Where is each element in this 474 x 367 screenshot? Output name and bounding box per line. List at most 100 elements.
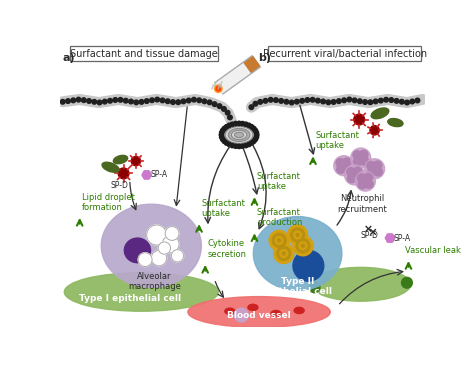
Circle shape	[363, 100, 367, 104]
Ellipse shape	[248, 304, 258, 310]
Circle shape	[249, 141, 254, 145]
Circle shape	[102, 99, 107, 104]
Text: SP-D: SP-D	[361, 230, 379, 240]
Circle shape	[244, 143, 248, 148]
Circle shape	[158, 242, 171, 254]
Ellipse shape	[253, 217, 342, 290]
Circle shape	[384, 97, 388, 102]
Circle shape	[367, 168, 376, 177]
Text: Surfactant and tissue damage: Surfactant and tissue damage	[71, 49, 218, 59]
Text: a): a)	[63, 52, 75, 62]
Circle shape	[230, 143, 235, 148]
Circle shape	[253, 128, 257, 132]
Circle shape	[197, 98, 201, 103]
Circle shape	[144, 175, 147, 179]
Circle shape	[253, 101, 258, 106]
Circle shape	[155, 97, 160, 102]
Circle shape	[249, 105, 254, 109]
Circle shape	[207, 100, 212, 105]
Circle shape	[273, 98, 278, 102]
Circle shape	[351, 148, 371, 168]
Circle shape	[222, 126, 227, 131]
Circle shape	[222, 139, 227, 143]
Circle shape	[97, 100, 102, 105]
Circle shape	[240, 121, 245, 126]
Circle shape	[227, 123, 231, 127]
Ellipse shape	[271, 310, 281, 317]
Circle shape	[146, 171, 150, 175]
Circle shape	[76, 97, 81, 102]
Circle shape	[254, 135, 259, 139]
Circle shape	[258, 99, 263, 104]
Circle shape	[220, 128, 225, 132]
Circle shape	[263, 98, 268, 103]
Circle shape	[389, 98, 393, 102]
Circle shape	[316, 98, 320, 103]
Ellipse shape	[235, 132, 244, 138]
Circle shape	[374, 161, 382, 170]
Circle shape	[347, 174, 356, 183]
Circle shape	[342, 98, 346, 103]
Circle shape	[293, 236, 313, 256]
Circle shape	[357, 174, 366, 182]
Circle shape	[61, 99, 65, 104]
Ellipse shape	[225, 308, 235, 314]
Circle shape	[343, 158, 351, 166]
Circle shape	[150, 98, 155, 102]
Text: Lipid droplet
formation: Lipid droplet formation	[82, 193, 135, 212]
Circle shape	[234, 121, 238, 126]
Ellipse shape	[124, 238, 151, 263]
Text: Type I epithelial cell: Type I epithelial cell	[79, 294, 181, 303]
Circle shape	[279, 99, 283, 103]
Text: SP-A: SP-A	[394, 233, 411, 243]
Ellipse shape	[388, 119, 403, 127]
Circle shape	[400, 99, 404, 104]
Circle shape	[294, 99, 299, 104]
Circle shape	[385, 236, 389, 240]
Circle shape	[145, 99, 149, 103]
Circle shape	[360, 157, 368, 165]
Circle shape	[146, 225, 167, 245]
Ellipse shape	[102, 162, 119, 172]
Circle shape	[212, 102, 217, 106]
Circle shape	[129, 99, 133, 104]
Circle shape	[131, 156, 140, 166]
Circle shape	[92, 99, 97, 104]
Circle shape	[252, 126, 256, 131]
Circle shape	[354, 157, 362, 166]
Circle shape	[288, 225, 308, 245]
Circle shape	[142, 173, 146, 177]
Circle shape	[171, 100, 175, 104]
Circle shape	[310, 98, 315, 102]
Circle shape	[253, 137, 257, 141]
Circle shape	[294, 231, 301, 239]
Ellipse shape	[188, 297, 330, 327]
Circle shape	[277, 247, 291, 261]
Circle shape	[296, 233, 299, 237]
Ellipse shape	[113, 155, 128, 164]
Circle shape	[71, 98, 75, 103]
Circle shape	[356, 171, 375, 191]
Circle shape	[343, 164, 352, 173]
Ellipse shape	[310, 267, 411, 301]
Circle shape	[334, 156, 354, 176]
Circle shape	[291, 228, 304, 242]
Circle shape	[388, 236, 392, 240]
Circle shape	[219, 135, 224, 139]
Circle shape	[220, 137, 225, 141]
Circle shape	[347, 97, 352, 102]
Text: Cytokine
secretion: Cytokine secretion	[208, 240, 246, 259]
Circle shape	[284, 99, 289, 104]
Ellipse shape	[101, 204, 201, 287]
Circle shape	[357, 99, 362, 103]
FancyBboxPatch shape	[71, 46, 219, 61]
Circle shape	[145, 173, 149, 177]
Circle shape	[370, 126, 379, 135]
Circle shape	[237, 121, 241, 126]
Circle shape	[337, 99, 341, 103]
Circle shape	[365, 159, 384, 179]
Circle shape	[405, 100, 410, 105]
Circle shape	[252, 139, 256, 143]
Circle shape	[364, 173, 373, 182]
Circle shape	[113, 98, 118, 102]
